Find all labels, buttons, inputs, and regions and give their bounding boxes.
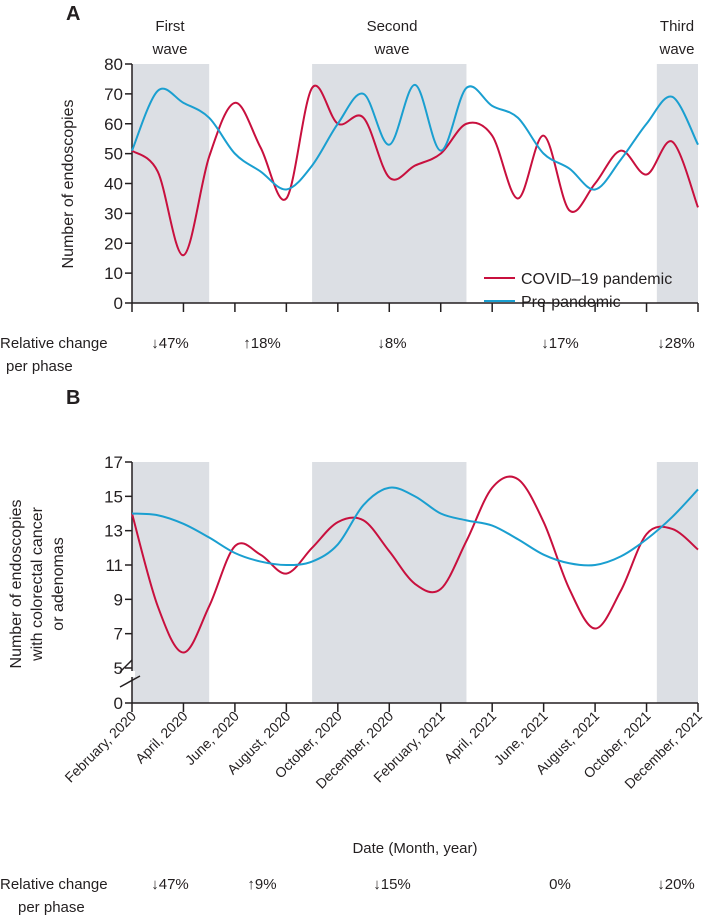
wave-shade-1	[132, 462, 210, 703]
relative-change-value: ↓17%	[541, 335, 579, 352]
y-tick-label: 50	[104, 145, 123, 164]
y-axis-label: with colorectal cancer	[29, 506, 46, 662]
axis-break	[119, 675, 141, 688]
y-tick-label: 0	[114, 294, 123, 313]
legend-label-pre-pandemic: Pre-pandemic	[521, 294, 621, 311]
relative-change-value: ↓47%	[151, 876, 189, 893]
y-tick-label: 10	[104, 264, 123, 283]
wave-label: Third	[660, 18, 694, 35]
wave-label: wave	[373, 41, 409, 58]
relative-change-value: ↓20%	[657, 876, 695, 893]
y-tick-label: 80	[104, 55, 123, 74]
relative-change-value: ↑9%	[247, 876, 276, 893]
y-axis-label: or adenomas	[50, 537, 67, 630]
y-tick-label: 60	[104, 115, 123, 134]
y-tick-label: 20	[104, 234, 123, 253]
y-tick-label: 0	[114, 694, 123, 713]
y-tick-label: 30	[104, 204, 123, 223]
axis-break-gap	[129, 671, 135, 677]
y-tick-label: 5	[114, 659, 123, 678]
relative-change-value: ↓47%	[151, 335, 189, 352]
y-tick-label: 9	[114, 590, 123, 609]
wave-shade-2	[312, 64, 467, 303]
y-tick-label: 17	[104, 453, 123, 472]
axis-break	[119, 659, 133, 673]
relative-change-value: ↓28%	[657, 335, 695, 352]
wave-label: wave	[658, 41, 694, 58]
y-tick-label: 40	[104, 175, 123, 194]
relative-change-label: Relative change	[0, 876, 108, 893]
panel-label: B	[66, 387, 80, 409]
relative-change-label: per phase	[6, 358, 73, 375]
legend-label-covid: COVID–19 pandemic	[521, 271, 672, 288]
relative-change-value: 0%	[549, 876, 571, 893]
y-axis-label: Number of endoscopies	[8, 500, 25, 669]
y-tick-label: 7	[114, 625, 123, 644]
x-axis-label: Date (Month, year)	[352, 840, 477, 857]
wave-shade-2	[312, 462, 467, 703]
relative-change-value: ↓15%	[373, 876, 411, 893]
wave-label: wave	[151, 41, 187, 58]
wave-shade-1	[132, 64, 210, 303]
wave-label: Second	[367, 18, 418, 35]
relative-change-label: Relative change	[0, 335, 108, 352]
y-tick-label: 15	[104, 487, 123, 506]
wave-label: First	[155, 18, 185, 35]
relative-change-label: per phase	[18, 899, 85, 916]
y-tick-label: 13	[104, 522, 123, 541]
y-tick-label: 11	[105, 556, 123, 575]
wave-shade-3	[656, 462, 698, 703]
relative-change-value: ↓8%	[377, 335, 406, 352]
panel-label: A	[66, 3, 80, 25]
y-tick-label: 70	[104, 85, 123, 104]
series-line-covid	[131, 475, 699, 654]
x-tick-label: February, 2020	[61, 708, 139, 786]
series-line-covid	[131, 84, 699, 257]
y-axis-label: Number of endoscopies	[60, 100, 77, 269]
relative-change-value: ↑18%	[243, 335, 281, 352]
